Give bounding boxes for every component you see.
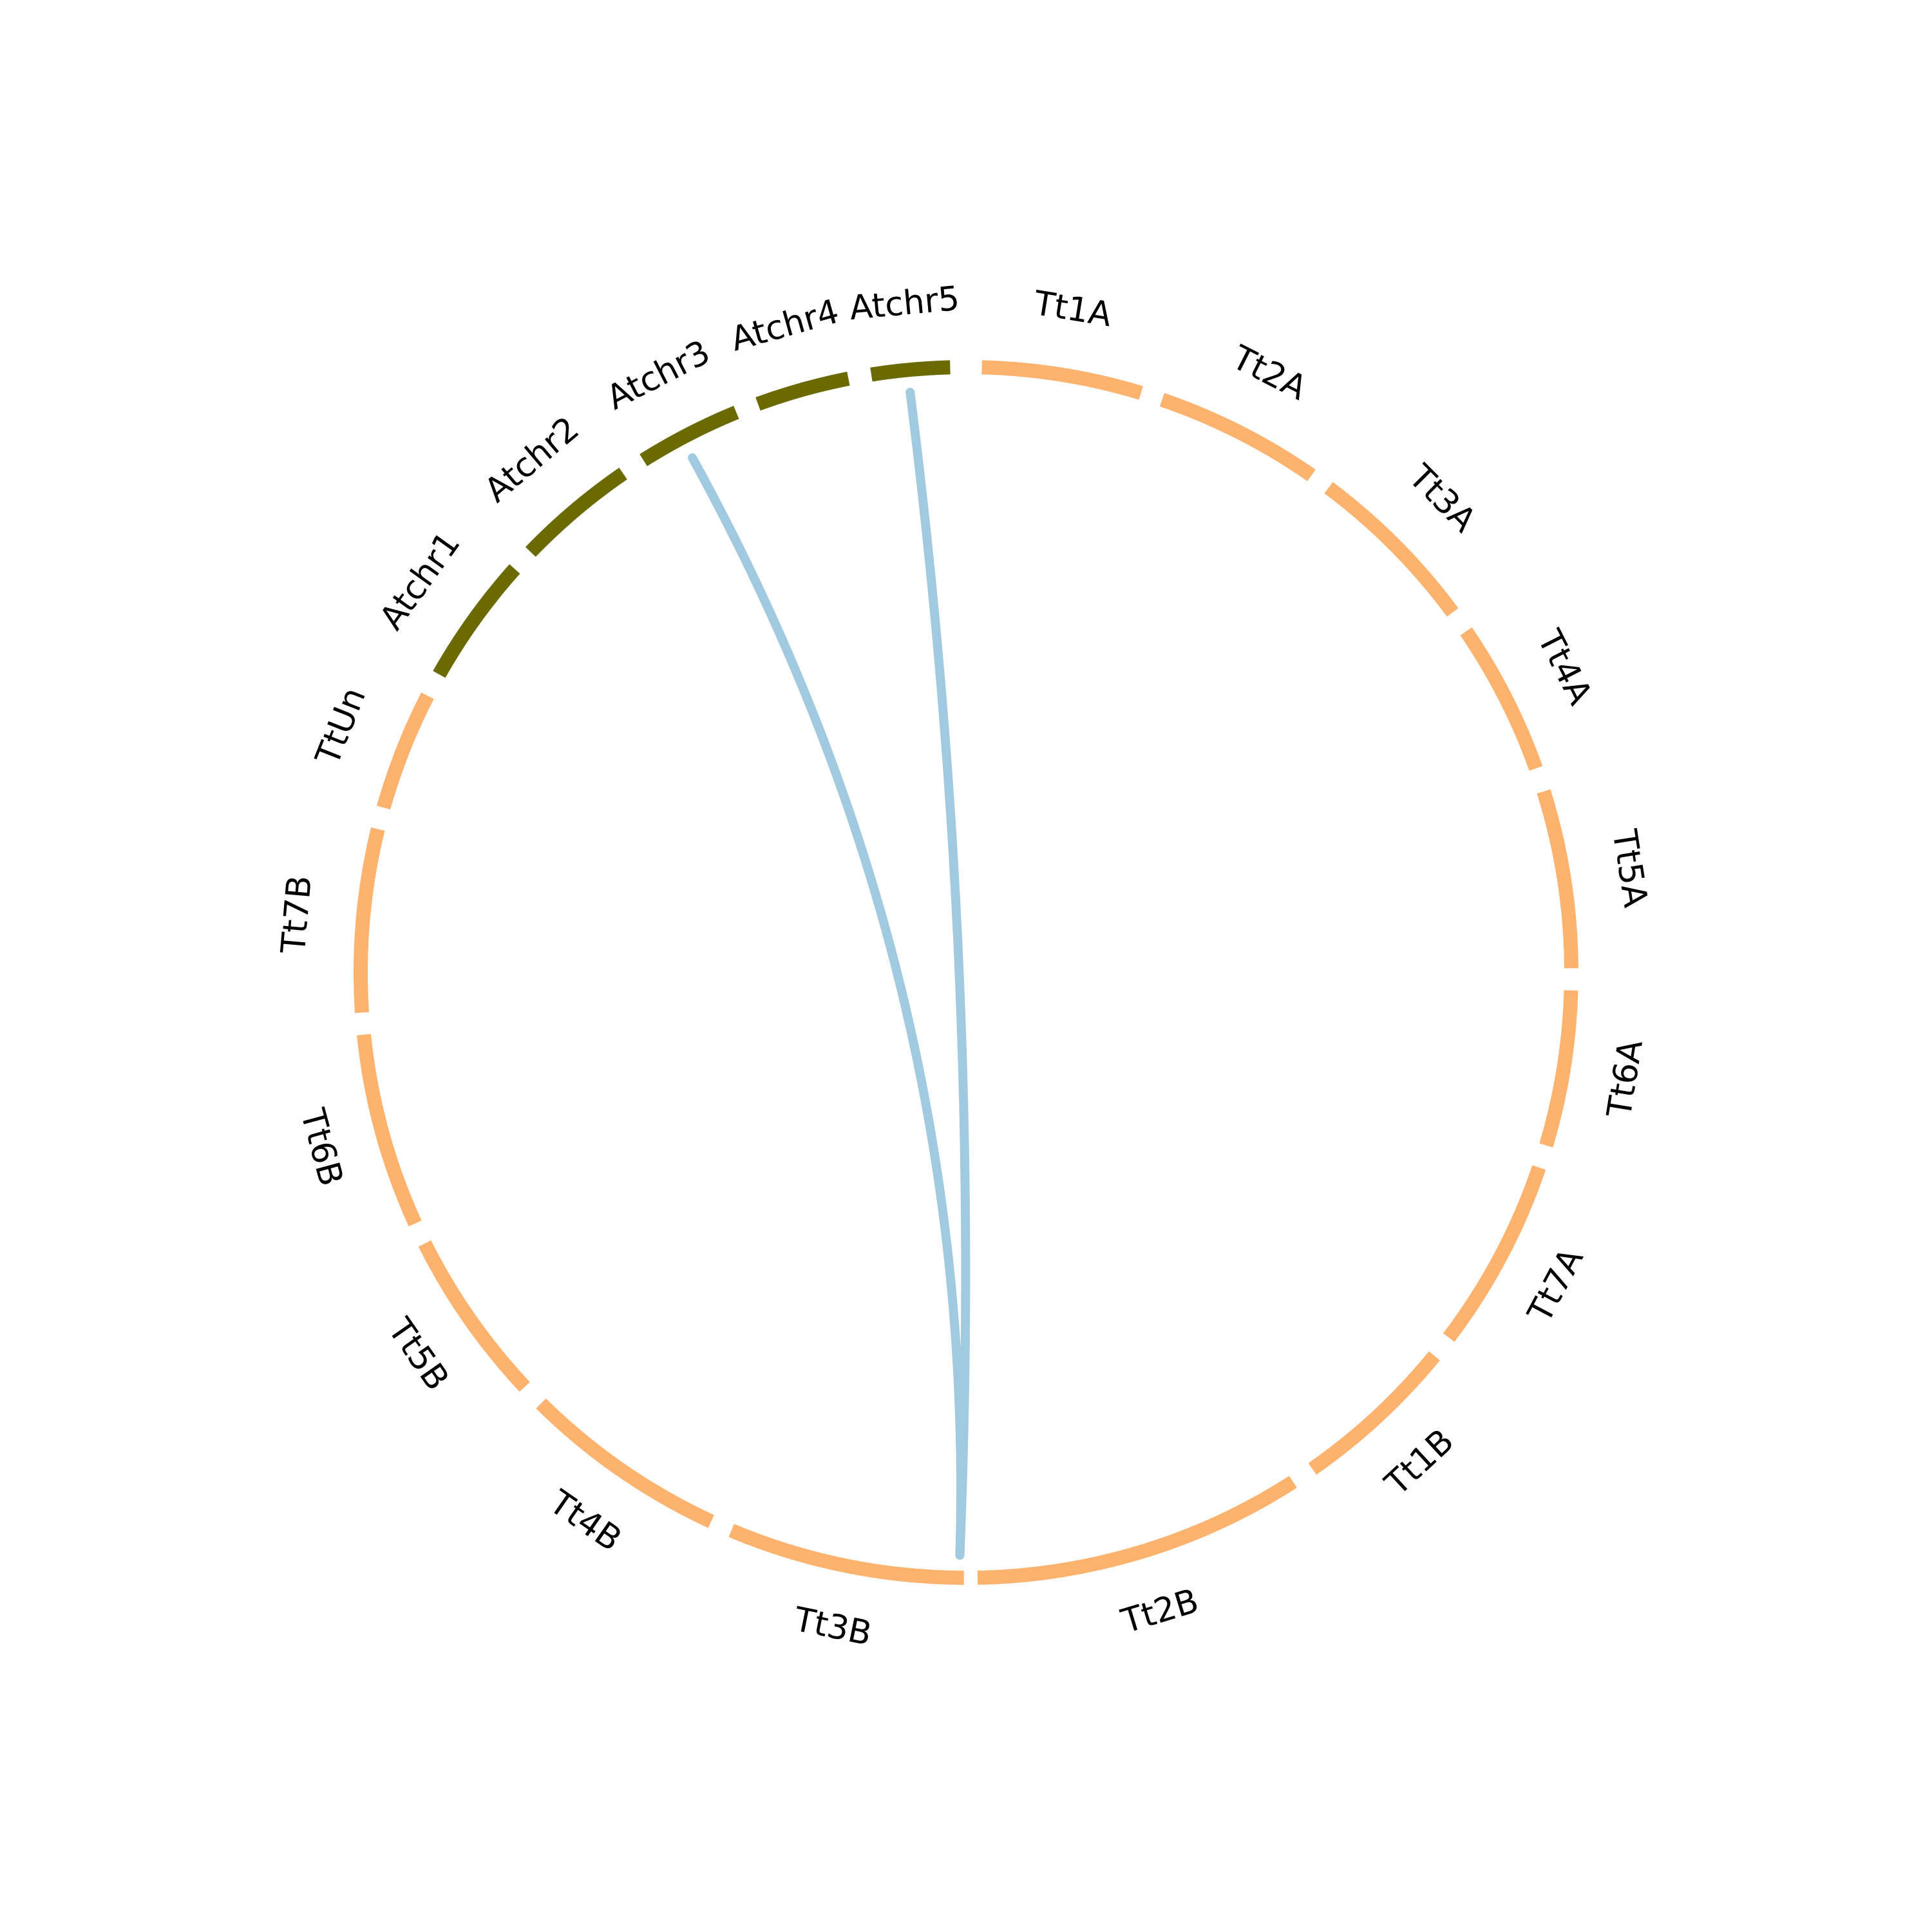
segment-tt6a xyxy=(1539,990,1578,1148)
segment-tt4a xyxy=(1460,627,1543,771)
segment-label-tt2b: Tt2B xyxy=(1117,1582,1203,1642)
segment-label-ttun: TtUn xyxy=(308,682,374,771)
link-atchr5-to-tt3b xyxy=(905,388,971,1560)
segment-atchr4 xyxy=(755,372,850,411)
segment-ttun xyxy=(376,692,434,810)
segment-tt4b xyxy=(536,1398,714,1528)
segment-label-tt4a: Tt4A xyxy=(1530,623,1600,711)
segment-label-tt5b: Tt5B xyxy=(380,1311,457,1397)
segment-label-tt6a: Tt6A xyxy=(1600,1037,1651,1121)
segment-tt2b xyxy=(977,1475,1297,1585)
segment-tt3a xyxy=(1324,482,1459,617)
segment-tt3b xyxy=(728,1524,964,1585)
segment-label-atchr1: Atchr1 xyxy=(372,525,468,637)
segment-tt2a xyxy=(1159,393,1316,482)
segment-tt5a xyxy=(1537,789,1578,969)
links-layer xyxy=(688,388,971,1560)
segment-label-tt3b: Tt3B xyxy=(790,1600,875,1654)
segment-label-tt7a: Tt7A xyxy=(1520,1242,1591,1329)
segment-label-atchr5: Atchr5 xyxy=(848,279,961,328)
segment-label-tt1b: Tt1B xyxy=(1378,1422,1461,1504)
segment-atchr1 xyxy=(433,564,520,678)
segment-tt1a xyxy=(981,360,1143,400)
segment-label-tt5a: Tt5A xyxy=(1604,826,1654,910)
segment-label-tt6b: Tt6B xyxy=(292,1104,350,1190)
segment-label-atchr3: Atchr3 xyxy=(601,333,717,418)
segment-label-tt1a: Tt1A xyxy=(1030,284,1114,335)
segment-tt5b xyxy=(418,1240,530,1392)
segment-label-atchr4: Atchr4 xyxy=(726,292,843,359)
segment-label-tt3a: Tt3A xyxy=(1401,457,1484,540)
segment-atchr5 xyxy=(870,360,951,382)
segment-atchr2 xyxy=(525,468,627,557)
segment-label-tt4b: Tt4B xyxy=(542,1482,628,1559)
segment-tt7b xyxy=(354,827,385,1014)
segment-tt6b xyxy=(357,1034,422,1227)
segment-atchr3 xyxy=(639,406,739,466)
segment-label-tt2a: Tt2A xyxy=(1226,338,1313,408)
segment-tt1b xyxy=(1308,1351,1440,1475)
segment-tt7a xyxy=(1443,1165,1546,1342)
segment-label-atchr2: Atchr2 xyxy=(477,410,586,510)
segment-label-tt7b: Tt7B xyxy=(274,874,319,956)
segments-layer xyxy=(354,360,1578,1585)
link-atchr3-to-tt3b xyxy=(688,453,965,1560)
